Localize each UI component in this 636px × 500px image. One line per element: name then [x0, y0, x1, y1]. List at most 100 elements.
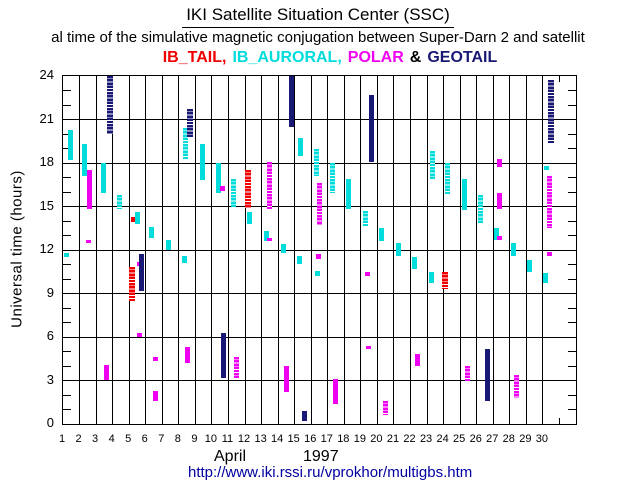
x-tick-label: 19 [353, 433, 366, 445]
y-tick-label: 6 [46, 328, 54, 343]
x-tick-label: 29 [519, 433, 532, 445]
mark-polar [103, 364, 109, 381]
mark-ib_auroral [182, 128, 188, 161]
mark-polar [219, 186, 225, 191]
day31-bottom-tick [558, 418, 560, 424]
mark-ib_auroral [199, 144, 205, 181]
mark-ib_auroral [297, 255, 303, 265]
minor-tick-right [568, 235, 576, 236]
mark-polar [316, 183, 322, 226]
mark-polar [185, 347, 191, 364]
minor-tick-left [63, 365, 71, 367]
mark-ib_auroral [81, 144, 87, 177]
x-tick-label: 18 [337, 433, 350, 445]
mark-polar [514, 374, 520, 398]
mark-ib_auroral [395, 242, 401, 256]
mark-polar [382, 400, 388, 416]
mark-ib_auroral [445, 163, 451, 195]
mark-polar [546, 176, 552, 229]
mark-ib_auroral [412, 257, 418, 269]
mark-ib_auroral [511, 243, 517, 256]
mark-ib_tail [441, 271, 448, 290]
x-tick-label: 7 [158, 433, 165, 445]
mark-polar [366, 345, 372, 350]
mark-geotail [187, 109, 194, 139]
x-tick-label: 9 [191, 433, 198, 445]
mark-ib_auroral [494, 228, 500, 240]
mark-geotail [301, 410, 307, 422]
mark-ib_auroral [297, 138, 303, 156]
x-tick-label: 20 [370, 433, 383, 445]
mark-ib_auroral [315, 271, 320, 277]
chart-subtitle: al time of the simulative magnetic conju… [51, 29, 585, 46]
mark-ib_auroral [379, 228, 385, 242]
x-tick-label: 15 [287, 433, 300, 445]
x-axis-year-label: 1997 [303, 448, 339, 465]
legend-item: IB_AURORAL, [232, 49, 342, 66]
mark-ib_tail [129, 267, 136, 301]
mark-ib_auroral [527, 260, 533, 272]
minor-tick-left [63, 409, 71, 410]
x-tick-label: 21 [386, 433, 400, 445]
mark-ib_auroral [117, 194, 123, 210]
minor-tick-right [568, 365, 576, 367]
minor-tick-right [568, 90, 576, 91]
mark-geotail [548, 80, 554, 145]
y-tick-label: 3 [46, 371, 54, 387]
mark-ib_auroral [362, 210, 368, 227]
minor-tick-left [63, 177, 71, 178]
x-tick-label: 14 [271, 433, 284, 445]
minor-tick-right [568, 264, 576, 265]
y-tick-label: 18 [39, 154, 54, 169]
x-tick-label: 4 [108, 433, 115, 445]
y-tick-label: 9 [46, 284, 54, 300]
minor-tick-left [63, 90, 71, 91]
mark-ib_tail [245, 170, 251, 208]
x-tick-label: 13 [254, 433, 267, 445]
minor-tick-right [568, 278, 576, 280]
minor-tick-left [63, 148, 71, 149]
x-tick-label: 16 [304, 433, 317, 445]
x-tick-label: 2 [75, 433, 82, 445]
grid-line-hour [63, 119, 576, 120]
plot-area [62, 75, 577, 425]
y-tick-label: 15 [39, 197, 54, 213]
mark-ib_auroral [247, 212, 253, 224]
x-tick-label: 11 [221, 433, 234, 445]
mark-polar [333, 379, 339, 404]
minor-tick-left [63, 220, 71, 222]
day31-top-tick [558, 76, 560, 82]
x-tick-label: 24 [436, 433, 449, 445]
minor-tick-left [63, 133, 71, 135]
legend-item: GEOTAIL [427, 49, 498, 66]
mark-polar [153, 357, 159, 361]
x-tick-label: 28 [502, 433, 515, 445]
x-tick-label: 6 [141, 433, 148, 445]
x-tick-label: 12 [237, 433, 251, 445]
mark-geotail [106, 76, 113, 134]
mark-polar [284, 366, 290, 393]
minor-tick-right [568, 177, 576, 178]
mark-ib_auroral [329, 163, 335, 194]
x-tick-label: 22 [403, 433, 416, 445]
mark-polar [87, 170, 93, 210]
mark-polar [546, 252, 552, 256]
mark-polar [465, 366, 471, 382]
legend-item: IB_TAIL, [162, 49, 227, 66]
mark-ib_auroral [67, 129, 73, 161]
x-tick-label: 23 [419, 433, 433, 445]
mark-ib_auroral [429, 271, 435, 284]
mark-ib_auroral [182, 255, 188, 264]
minor-tick-right [568, 133, 576, 135]
minor-tick-left [63, 104, 71, 106]
satellite-legend: IB_TAIL, IB_AURORAL, POLAR & GEOTAIL [0, 49, 636, 67]
minor-tick-left [63, 322, 71, 323]
mark-ib_auroral [544, 165, 550, 171]
grid-line-hour [63, 249, 576, 251]
mark-geotail [288, 76, 294, 127]
x-tick-label: 25 [453, 433, 466, 445]
minor-tick-right [568, 191, 576, 193]
mark-ib_auroral [313, 148, 319, 177]
mark-ib_auroral [149, 226, 155, 239]
x-tick-label: 5 [125, 433, 132, 445]
